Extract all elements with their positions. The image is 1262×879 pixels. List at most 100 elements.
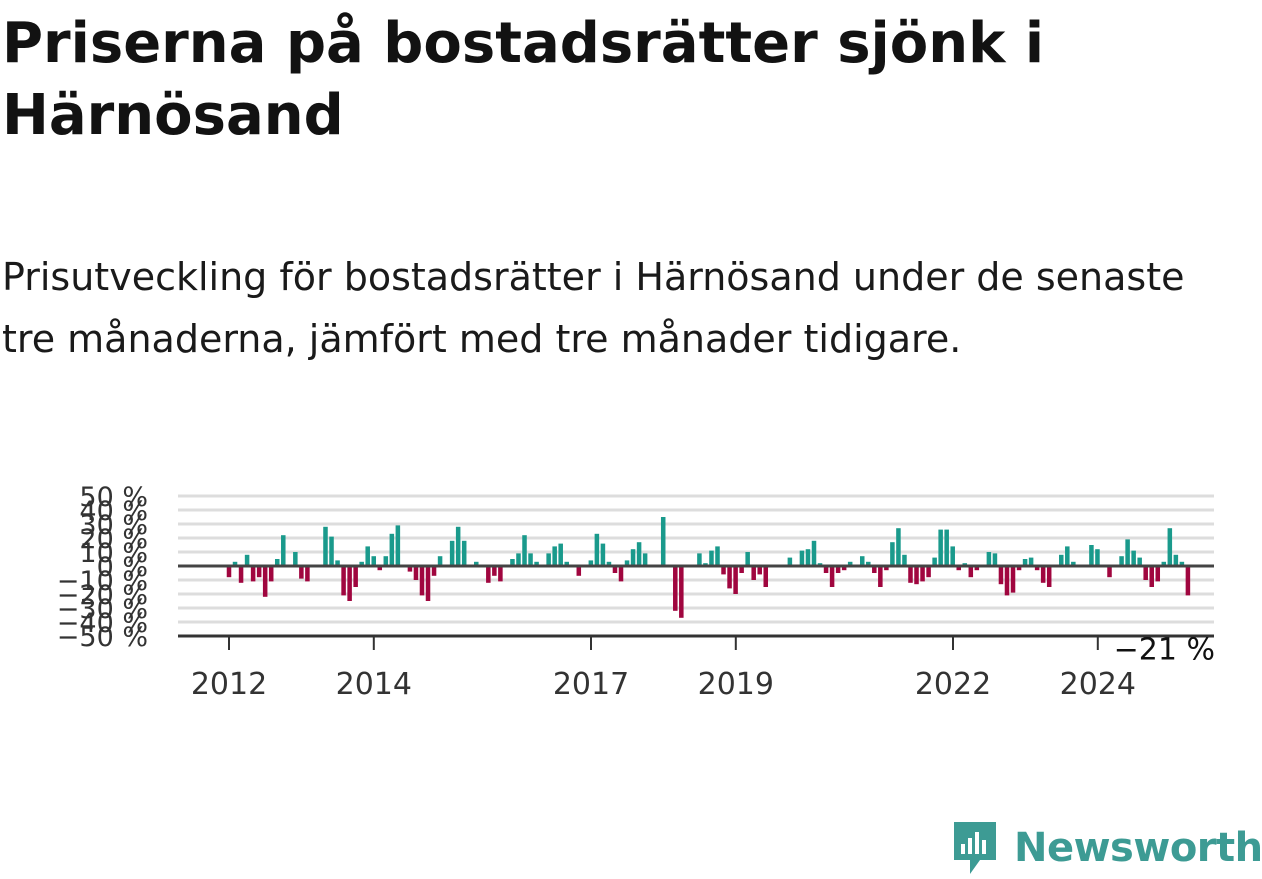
bar [256,566,262,578]
x-tick-label: 2024 [1060,667,1136,702]
y-tick-label: −40 % [57,608,148,639]
bar [902,554,907,566]
bar [715,546,720,566]
x-tick-label: 2022 [915,667,991,702]
brand-name: Newsworthy [1014,825,1262,871]
bar [799,550,805,566]
bar [335,560,340,566]
x-tick-label: 2019 [698,667,774,702]
bar [751,566,756,580]
latest-value-annotation: −21 % [1114,632,1215,667]
bar [498,566,503,582]
bar [425,566,431,601]
bar [250,566,256,582]
bar [1125,539,1130,566]
bar [835,566,841,573]
bar [262,566,268,597]
bar [660,517,666,566]
bar [805,549,811,566]
bar [1161,561,1167,566]
bar [878,566,883,587]
bar [866,561,871,566]
bar [1022,559,1028,566]
bar [642,553,648,566]
bar [238,566,244,583]
bar [341,566,346,596]
bar [534,561,539,566]
axes [178,564,1214,638]
bar [413,566,419,580]
bar [992,553,998,566]
bar [516,553,521,566]
bar [329,536,334,566]
bar [1028,557,1034,566]
y-tick-label: 40 % [79,496,148,527]
bar [763,566,769,587]
bar [606,561,612,566]
bar [600,543,606,566]
bar [232,561,238,566]
bar [1137,557,1142,566]
bar [371,556,376,566]
bar [1059,554,1064,566]
y-tick-label: 50 % [79,482,148,513]
bar [377,566,383,571]
bar [474,561,479,566]
bar [419,566,425,596]
bar [576,566,582,576]
x-tick-label: 2017 [553,667,629,702]
bar [950,546,955,566]
y-axis-ticks: 50 %40 %30 %20 %10 %0 %−10 %−20 %−30 %−4… [57,482,148,653]
bar [305,566,310,582]
bar [594,533,600,566]
bar [636,542,642,566]
bar [872,566,877,573]
bar [884,566,889,571]
bar [365,546,370,566]
bar [437,556,443,566]
bar [226,566,232,578]
bar [733,566,738,594]
bar [588,560,594,566]
bar [353,566,358,587]
bar [968,566,974,578]
bar [727,566,732,589]
y-tick-label: 30 % [79,510,148,541]
bar [679,566,684,618]
bar [1046,566,1052,587]
y-tick-label: 0 % [97,552,148,583]
x-axis-ticks: 2012 2014 2017 2019 2022 2024 [191,636,1136,702]
bar [1179,561,1185,566]
chart-subtitle: Prisutveckling för bostadsrätter i Härnö… [2,255,1185,361]
bar [938,529,943,566]
bar [268,566,274,582]
bar [618,566,624,582]
bar [486,566,491,583]
x-tick-label: 2012 [191,667,267,702]
bar [1040,566,1046,583]
bar [431,566,437,576]
bar [721,566,726,575]
bar [293,552,298,566]
bar [552,546,557,566]
bar [908,566,913,583]
bar [528,553,533,566]
bar [1119,556,1124,566]
bar [1010,566,1016,593]
bar [281,535,286,566]
x-tick-label: 2014 [336,667,412,702]
bar [1143,566,1148,580]
y-tick-label: −30 % [57,594,148,625]
bar [510,559,515,566]
bar [522,535,527,566]
bar [890,542,895,566]
bar [932,557,937,566]
bar [323,526,328,566]
chart-title: Priserna på bostadsrätter sjönk i Härnös… [2,11,1045,148]
bar [1131,550,1136,566]
bar [461,540,467,566]
bar [823,566,829,573]
bar [1016,566,1022,571]
bar [1107,566,1112,578]
bar [1095,549,1100,566]
